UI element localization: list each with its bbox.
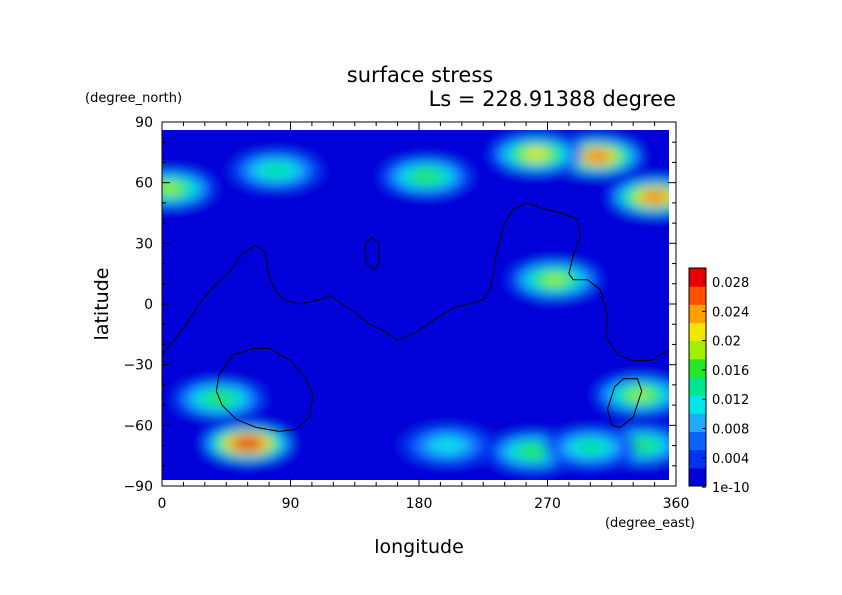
colorbar-tick-label: 0.02 [712, 335, 741, 350]
hotspot-1 [490, 135, 583, 174]
colorbar-segment [689, 413, 706, 432]
colorbar-segment [689, 377, 706, 396]
y-axis: 90 60 30 0 −30 −60 −90 [123, 115, 676, 495]
y-tick-label: 30 [135, 236, 153, 252]
y-tick-label: −30 [123, 358, 153, 374]
x-tick-label: 0 [158, 496, 167, 512]
x-axis: 0 90 180 270 360 [158, 122, 690, 512]
y-tick-label: −60 [123, 418, 153, 434]
chart-subtitle: Ls = 228.91388 degree [429, 87, 676, 111]
hotspot-3 [201, 424, 294, 463]
y-tick-label: −90 [123, 479, 153, 495]
x-tick-label: 270 [534, 496, 561, 512]
hotspot-8 [508, 260, 601, 299]
colorbar-tick-label: 0.016 [712, 364, 749, 379]
x-axis-label: longitude [374, 536, 464, 558]
colorbar-segment [689, 322, 706, 342]
colorbar-tick-label: 0.012 [712, 393, 749, 408]
colorbar-segment [689, 304, 706, 323]
heatmap-field [162, 130, 669, 480]
coastline-contours [162, 202, 669, 432]
x-tick-label: 90 [282, 496, 300, 512]
colorbar-segment [689, 467, 706, 487]
hotspot-12 [544, 428, 637, 467]
colorbar-segment [689, 340, 706, 360]
colorbar-segment [689, 286, 706, 305]
colorbar-tick-label: 0.024 [712, 305, 749, 320]
chart-title: surface stress [347, 63, 493, 87]
colorbar-segment [689, 431, 706, 451]
contour-line-1 [364, 236, 380, 271]
x-unit-label: (degree_east) [605, 516, 695, 531]
y-axis-label: latitude [91, 268, 113, 341]
y-unit-label: (degree_north) [85, 91, 182, 106]
colorbar-segment [689, 358, 706, 378]
hotspot-10 [487, 432, 580, 471]
y-tick-label: 60 [135, 176, 153, 192]
contour-line-0 [162, 202, 669, 362]
x-tick-label: 180 [406, 496, 433, 512]
colorbar-tick-label: 1e-10 [712, 481, 750, 496]
colorbar-segment [689, 449, 706, 469]
y-tick-label: 0 [144, 297, 153, 313]
hotspot-2 [608, 177, 669, 216]
colorbar-frame [688, 267, 707, 487]
hotspot-6 [380, 157, 473, 196]
colorbar-segment [689, 395, 706, 414]
colorbar-tick-label: 0.008 [712, 423, 749, 438]
x-tick-label: 360 [663, 496, 690, 512]
colorbar-segment [689, 268, 706, 287]
y-tick-label: 90 [135, 115, 153, 131]
hotspot-7 [230, 151, 323, 190]
contour-line-2 [215, 348, 314, 432]
colorbar: 0.028 0.024 0.02 0.016 0.012 0.008 0.004 1e-10 [688, 267, 750, 496]
contour-line-3 [607, 378, 643, 428]
hotspot-5 [162, 169, 216, 208]
colorbar-tick-label: 0.004 [712, 452, 749, 467]
colorbar-tick-label: 0.028 [712, 276, 749, 291]
hotspot-13 [401, 426, 494, 465]
